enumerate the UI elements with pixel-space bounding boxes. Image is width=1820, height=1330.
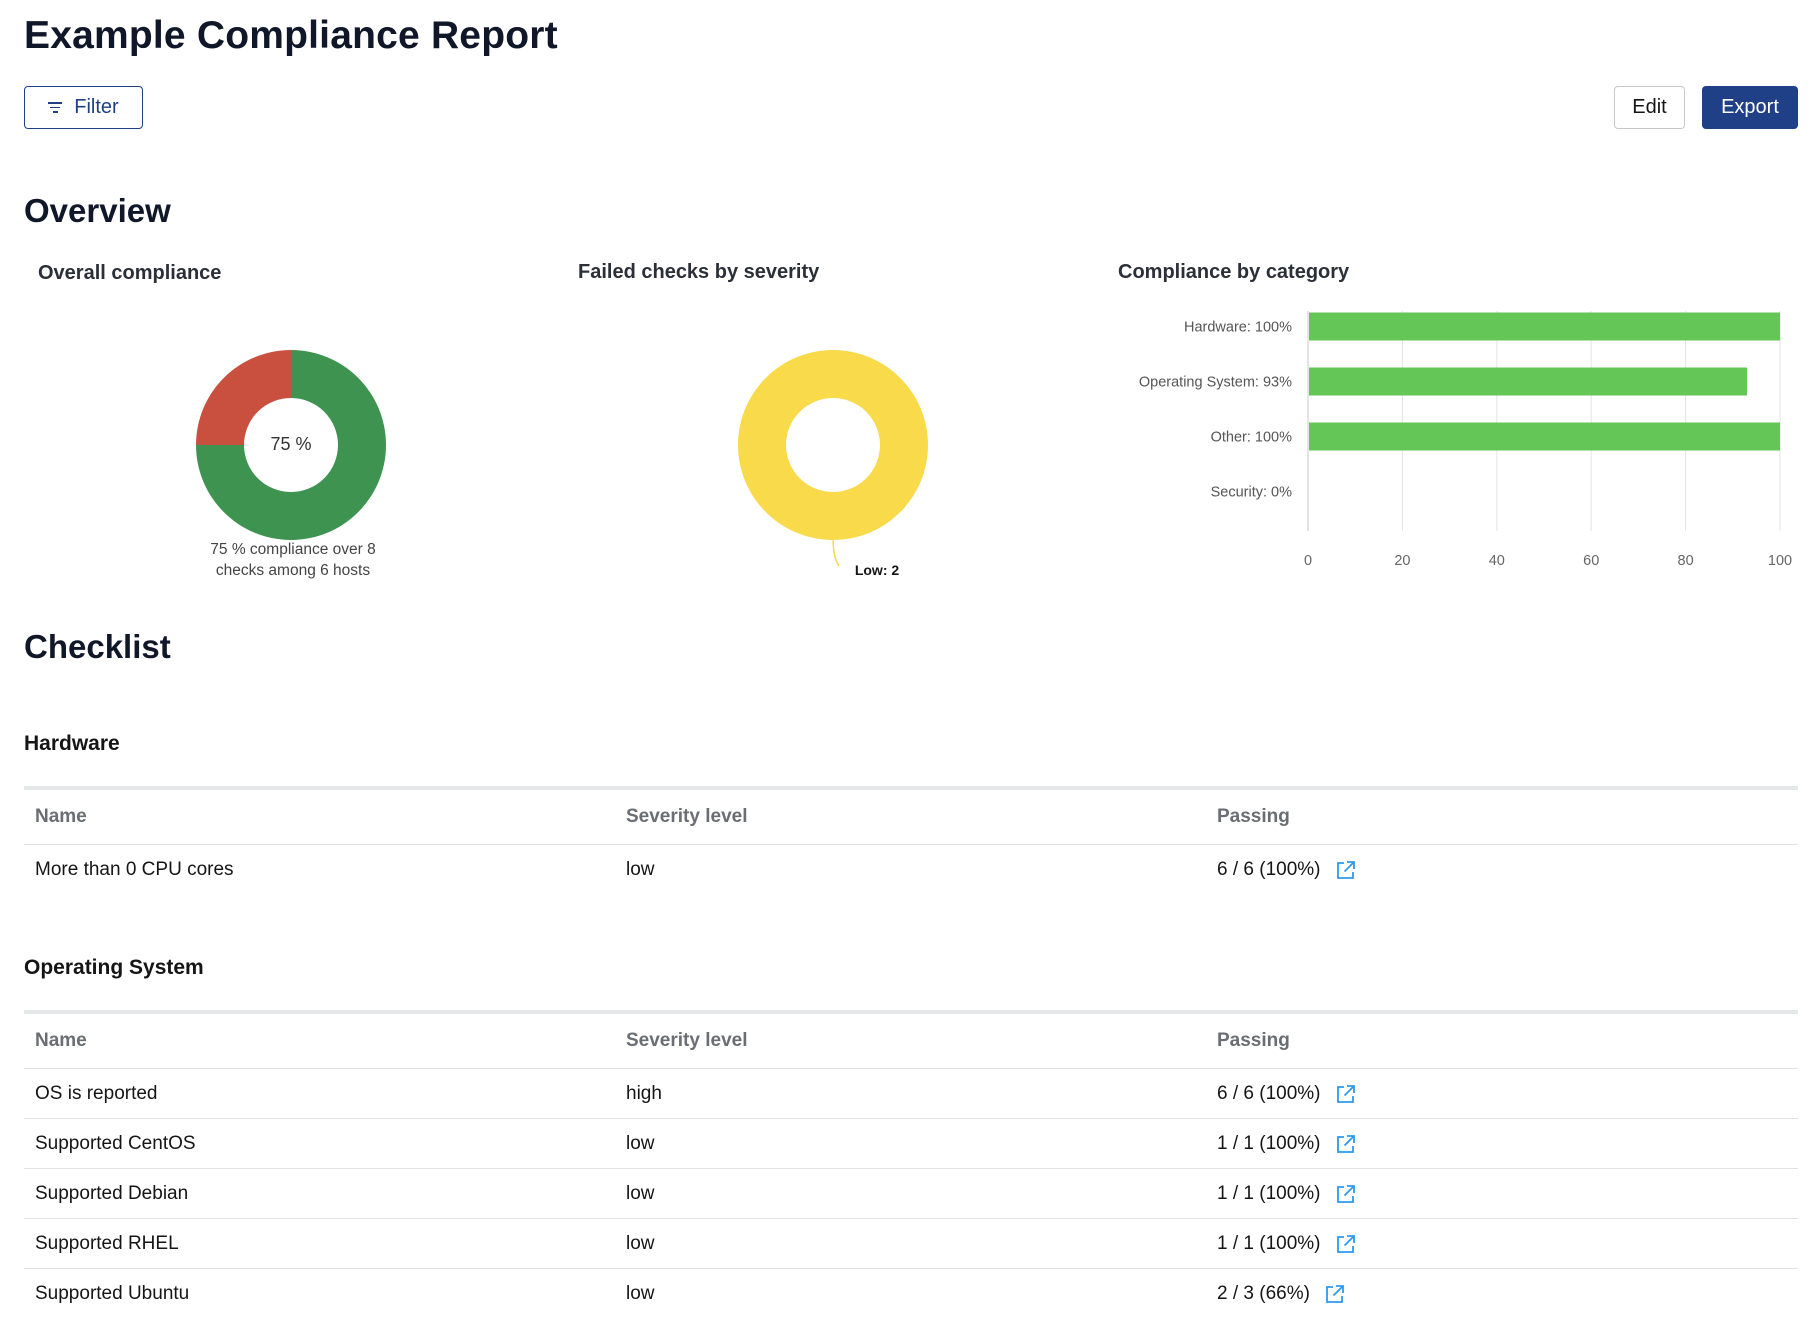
severity-label-leader [832, 532, 840, 567]
category-label: Operating System: 93% [1139, 375, 1292, 391]
check-name: More than 0 CPU cores [35, 859, 234, 880]
compliance-by-category-title: Compliance by category [1118, 261, 1350, 283]
column-header-passing: Passing [1217, 806, 1290, 827]
check-passing: 6 / 6 (100%) [1217, 859, 1321, 880]
overview-heading: Overview [24, 192, 171, 229]
check-passing: 1 / 1 (100%) [1217, 1132, 1321, 1154]
check-name: Supported Debian [35, 1182, 189, 1204]
table-row: Supported RHEL low 1 / 1 (100%) [24, 1219, 1798, 1269]
x-tick-label: 80 [1678, 553, 1694, 569]
overall-compliance-title: Overall compliance [38, 262, 222, 284]
category-label: Other: 100% [1211, 430, 1293, 446]
check-passing: 1 / 1 (100%) [1217, 1182, 1321, 1204]
external-link-icon[interactable] [1335, 1183, 1357, 1205]
category-label: Hardware: 100% [1184, 320, 1292, 336]
compliance-by-category-chart: Hardware: 100% Operating System: 93% Other… [1139, 311, 1792, 569]
column-header-passing: Passing [1217, 1030, 1290, 1051]
group-title-hardware: Hardware [24, 732, 120, 755]
check-name: Supported CentOS [35, 1132, 196, 1154]
check-severity: low [626, 1232, 655, 1254]
x-tick-label: 0 [1304, 553, 1312, 569]
x-tick-label: 20 [1394, 553, 1410, 569]
check-severity: high [626, 1082, 662, 1104]
check-passing: 1 / 1 (100%) [1217, 1232, 1321, 1254]
overall-caption-line2: checks among 6 hosts [216, 562, 370, 579]
check-name: Supported RHEL [35, 1232, 179, 1254]
table-row: More than 0 CPU cores low 6 / 6 (100%) [24, 845, 1798, 895]
checklist-heading: Checklist [24, 628, 171, 665]
column-header-name: Name [35, 806, 87, 827]
table-row: Supported CentOS low 1 / 1 (100%) [24, 1119, 1798, 1169]
x-tick-label: 60 [1583, 553, 1599, 569]
failed-by-severity-chart: Low: 2 [738, 350, 928, 578]
external-link-icon[interactable] [1335, 1233, 1357, 1255]
x-tick-label: 40 [1489, 553, 1505, 569]
check-severity: low [626, 1132, 655, 1154]
check-passing: 6 / 6 (100%) [1217, 1082, 1321, 1104]
check-name: OS is reported [35, 1082, 158, 1104]
overall-caption-line1: 75 % compliance over 8 [210, 541, 375, 558]
check-name: Supported Ubuntu [35, 1283, 190, 1304]
severity-low-label: Low: 2 [855, 562, 900, 578]
overall-compliance-chart: 75 % 75 % compliance over 8 checks among… [196, 350, 386, 579]
severity-slice-low-2 [738, 350, 928, 540]
column-header-name: Name [35, 1030, 87, 1051]
external-link-icon[interactable] [1335, 1083, 1357, 1105]
overall-slice-passing [196, 350, 386, 540]
external-link-icon[interactable] [1335, 1133, 1357, 1155]
check-severity: low [626, 1283, 655, 1304]
operating-system-table: Name Severity level Passing OS is report… [24, 1010, 1798, 1319]
page-title: Example Compliance Report [24, 14, 558, 57]
check-severity: low [626, 859, 655, 880]
table-header-row: Name Severity level Passing [24, 1014, 1798, 1069]
bar-2 [1309, 422, 1780, 451]
x-tick-label: 100 [1768, 553, 1792, 569]
group-title-operating-system: Operating System [24, 956, 204, 979]
category-label: Security: 0% [1211, 485, 1292, 501]
filter-button[interactable]: Filter [24, 86, 143, 129]
overall-slice-failing [196, 350, 291, 445]
failed-checks-title: Failed checks by severity [578, 261, 820, 283]
table-row: Supported Debian low 1 / 1 (100%) [24, 1169, 1798, 1219]
column-header-severity: Severity level [626, 1030, 748, 1051]
bar-0 [1309, 312, 1780, 341]
filter-icon [48, 102, 63, 113]
edit-button[interactable]: Edit [1614, 86, 1685, 129]
check-passing: 2 / 3 (66%) [1217, 1283, 1310, 1304]
external-link-icon[interactable] [1335, 859, 1357, 881]
external-link-icon[interactable] [1324, 1283, 1346, 1305]
column-header-severity: Severity level [626, 806, 748, 827]
table-row: Supported Ubuntu low 2 / 3 (66%) [24, 1269, 1798, 1319]
table-header-row: Name Severity level Passing [24, 790, 1798, 845]
hardware-table: Name Severity level Passing More than 0 … [24, 786, 1798, 895]
bar-1 [1309, 367, 1747, 396]
overall-center-label: 75 % [270, 434, 311, 454]
table-row: OS is reported high 6 / 6 (100%) [24, 1069, 1798, 1119]
export-button[interactable]: Export [1702, 86, 1798, 129]
filter-button-label: Filter [74, 96, 119, 118]
check-severity: low [626, 1182, 655, 1204]
